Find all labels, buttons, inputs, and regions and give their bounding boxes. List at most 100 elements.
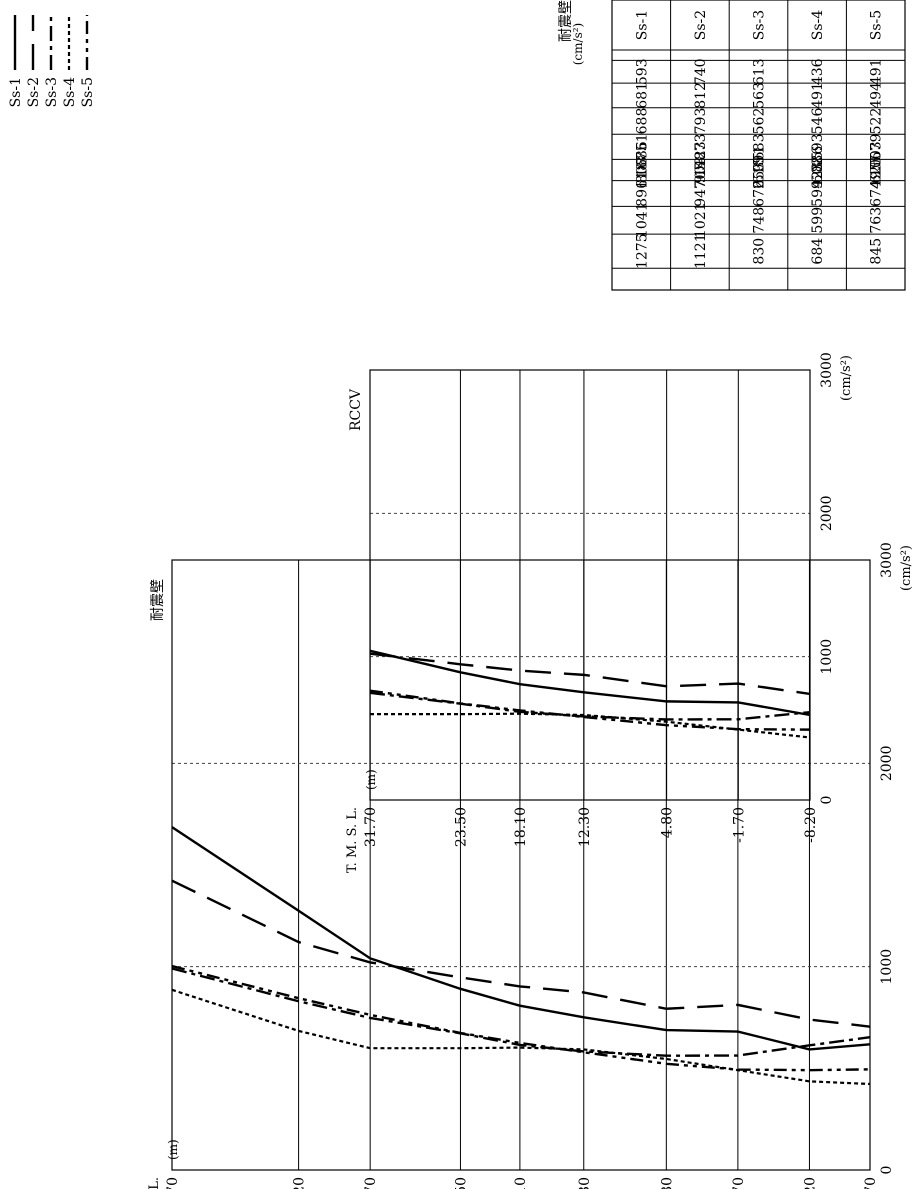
elevation-tick-label: -8.20: [802, 1177, 818, 1189]
table-cell: 748: [752, 207, 768, 234]
table-cell: 593: [810, 133, 826, 160]
table-cell: 812: [693, 82, 709, 109]
table-cell: 1275: [634, 233, 650, 269]
table-cell: 1686: [634, 141, 650, 177]
table-cell: 763: [869, 207, 885, 234]
table-cell: 495: [869, 162, 885, 189]
table-column-header: Ss-4: [810, 10, 826, 41]
table-cell: 751: [634, 133, 650, 160]
table-cell: 491: [869, 58, 885, 85]
elevation-tick-label: 18.10: [513, 807, 529, 847]
series-line-ss-1: [369, 649, 811, 717]
elevation-axis-label: T. M. S. L.: [147, 1177, 162, 1189]
legend-label: Ss-5: [80, 77, 96, 107]
elevation-unit-label: (m): [166, 1139, 180, 1160]
legend: Ss-1 Ss-2 Ss-3 Ss-4 Ss-5: [8, 15, 96, 107]
table-cell: 653: [752, 162, 768, 189]
elevation-tick-label: 38.20: [292, 1177, 308, 1189]
table-cell: 808: [634, 157, 650, 184]
elevation-axis-label: T. M. S. L.: [345, 807, 360, 873]
x-tick-label: 1000: [879, 949, 895, 985]
elevation-tick-label: -13.70: [863, 1177, 879, 1189]
series-line-ss-5: [369, 689, 811, 731]
table-cell: 672: [752, 180, 768, 207]
values-table: Ss-1 Ss-2 Ss-3 Ss-4 Ss-5 1686 1423 991 886 1003 12…: [558, 0, 906, 291]
table-cell: 1003: [869, 141, 885, 177]
table-cell: 886: [810, 146, 826, 173]
table-cell: 579: [869, 133, 885, 160]
elevation-tick-label: 18.10: [513, 1177, 529, 1189]
table-cell: 681: [634, 82, 650, 109]
table-column-header: Ss-3: [752, 10, 768, 40]
x-tick-label: 0: [879, 1166, 895, 1175]
table-cell: 423: [810, 162, 826, 189]
series-line-ss-3: [171, 967, 871, 1057]
elevation-tick-label: 31.70: [363, 1177, 379, 1189]
table-cell: 491: [810, 82, 826, 109]
table-cell: 562: [752, 108, 768, 135]
table-cell: 546: [810, 108, 826, 135]
x-tick-label: 2000: [819, 496, 835, 532]
legend-label: Ss-2: [26, 77, 42, 107]
table-frame: [611, 0, 906, 291]
elevation-tick-label: 31.70: [363, 807, 379, 847]
x-tick-label: 3000: [819, 352, 835, 388]
table-cell: 494: [869, 82, 885, 109]
table-column-header: Ss-1: [634, 10, 650, 40]
taishinheki-chart: 49.70 38.20 31.70 23.50 18.10 12.30 4.80 -1.70 -…: [147, 542, 914, 1189]
series-line-ss-2: [369, 652, 811, 696]
series-line-ss-1: [171, 826, 871, 1051]
table-cell: 593: [634, 58, 650, 85]
table-cell: 830: [752, 238, 768, 265]
elevation-unit-label: (m): [364, 769, 378, 790]
x-tick-label: 3000: [879, 542, 895, 578]
table-cell: 947: [693, 180, 709, 207]
elevation-tick-label: 23.50: [453, 1177, 469, 1189]
table-cell: 599: [810, 207, 826, 234]
x-axis-unit-label: (cm/s²): [839, 355, 854, 401]
legend-label: Ss-1: [8, 77, 24, 107]
rccv-chart: 31.70 23.50 18.10 12.30 4.80 -1.70 -8.20 T. M. …: [345, 352, 854, 873]
table-cell: 891: [634, 180, 650, 207]
elevation-tick-label: -8.20: [803, 807, 819, 843]
legend-label: Ss-4: [62, 77, 78, 108]
table-cell: 522: [869, 108, 885, 135]
table-cell: 684: [810, 238, 826, 265]
series-line-ss-4: [370, 712, 811, 739]
table-cell: 563: [752, 82, 768, 109]
elevation-tick-label: 23.50: [453, 807, 469, 847]
table-side-unit: (cm/s²): [571, 23, 585, 65]
table-cell: 705: [693, 162, 709, 189]
elevation-tick-label: -1.70: [731, 807, 747, 843]
x-tick-label: 0: [819, 796, 835, 805]
chart-title: 耐震壁: [150, 579, 166, 621]
table-cell: 903: [693, 157, 709, 184]
table-column-header: Ss-5: [869, 10, 885, 40]
elevation-tick-label: -1.70: [731, 1177, 747, 1189]
table-cell: 613: [752, 58, 768, 85]
elevation-tick-label: 12.30: [577, 1177, 593, 1189]
table-cell: 740: [693, 58, 709, 85]
table-cell: 599: [810, 180, 826, 207]
table-cell: 583: [752, 133, 768, 160]
table-cell: 615: [752, 157, 768, 184]
table-cell: 1423: [693, 141, 709, 177]
table-cell: 845: [869, 238, 885, 265]
elevation-tick-label: 12.30: [577, 807, 593, 847]
plot-frame: [369, 369, 811, 801]
chart-title: RCCV: [348, 388, 364, 431]
table-cell: 1041: [634, 202, 650, 238]
table-cell: 688: [634, 108, 650, 135]
table-cell: 1121: [693, 233, 709, 269]
table-cell: 674: [869, 180, 885, 207]
plot-frame: [171, 559, 871, 1171]
elevation-tick-label: 4.80: [660, 807, 676, 838]
table-column-header: Ss-2: [693, 10, 709, 40]
x-tick-label: 2000: [879, 746, 895, 782]
table-cell: 991: [752, 146, 768, 173]
elevation-tick-label: 4.80: [659, 1177, 675, 1189]
table-cell: 436: [810, 58, 826, 85]
table-cell: 873: [693, 133, 709, 160]
table-side-label: 耐震壁: [558, 0, 574, 42]
